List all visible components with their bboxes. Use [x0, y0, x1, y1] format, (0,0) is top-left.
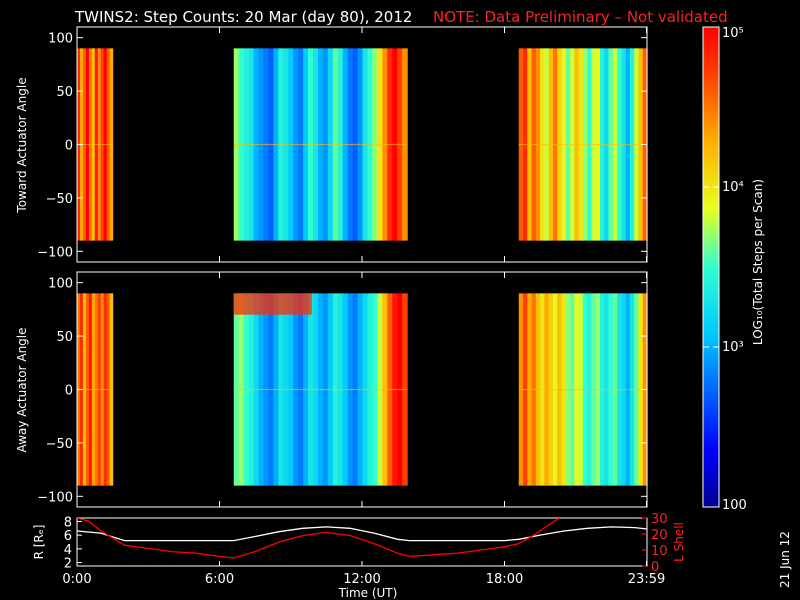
xtick-label: 6:00	[205, 572, 234, 587]
ytick-label: 100	[48, 277, 73, 292]
xtick-label: 23:59	[628, 572, 665, 587]
lshell-ytick-label: 0	[651, 560, 659, 575]
preliminary-note: NOTE: Data Preliminary – Not validated	[433, 8, 728, 26]
ytick-label: 50	[56, 330, 73, 345]
orbit-ytick-label: 6	[64, 529, 72, 544]
ytick-label: 0	[65, 384, 73, 399]
date-stamp: 21 Jun 12	[778, 531, 792, 588]
xtick-label: 0:00	[62, 572, 91, 587]
toward-ylabel: Toward Actuator Angle	[15, 77, 29, 213]
orbit-ylabel: R [Rₑ]	[32, 525, 46, 560]
colorbar-tick-label: 10⁵	[722, 26, 744, 41]
toward-angle-panel: 100 50 0 −50 −100	[37, 26, 648, 263]
lshell-line	[77, 518, 560, 559]
chart-title: TWINS2: Step Counts: 20 Mar (day 80), 20…	[74, 8, 412, 26]
x-axis-label: Time (UT)	[338, 586, 398, 600]
lshell-ytick-label: 30	[651, 512, 668, 527]
ytick-label: −100	[37, 245, 73, 260]
colorbar-gradient	[703, 27, 719, 507]
lshell-ylabel: L Shell	[672, 522, 686, 562]
colorbar-frame	[702, 26, 720, 508]
ytick-label: −50	[46, 437, 73, 452]
xtick-label: 12:00	[343, 572, 380, 587]
away-angle-panel: 100 50 0 −50 −100	[37, 271, 648, 508]
away-ylabel: Away Actuator Angle	[15, 327, 29, 452]
lshell-ytick-label: 10	[651, 544, 668, 559]
colorbar: 100 10³ 10⁴ 10⁵	[702, 26, 747, 513]
xtick-label: 18:00	[486, 572, 523, 587]
ytick-label: −100	[37, 490, 73, 505]
colorbar-label: LOG₁₀(Total Steps per Scan)	[751, 179, 765, 345]
colorbar-tick-label: 10⁴	[722, 180, 744, 195]
ytick-label: −50	[46, 192, 73, 207]
lshell-ytick-label: 20	[651, 528, 668, 543]
heatmap-band	[233, 293, 312, 315]
radius-line	[77, 526, 647, 542]
orbit-ytick-label: 4	[64, 543, 72, 558]
colorbar-tick-label: 100	[722, 498, 747, 513]
orbit-ytick-label: 2	[64, 557, 72, 572]
ytick-label: 0	[65, 139, 73, 154]
orbit-ytick-label: 8	[64, 515, 72, 530]
ytick-label: 100	[48, 32, 73, 47]
ytick-label: 50	[56, 85, 73, 100]
colorbar-tick-label: 10³	[722, 340, 744, 355]
